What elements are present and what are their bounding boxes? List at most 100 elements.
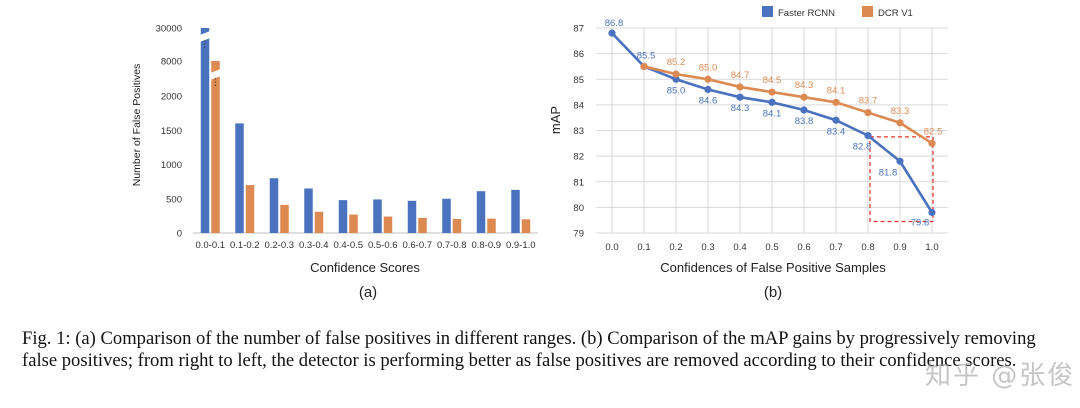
chart-b-xtick-label: 0.9: [893, 242, 906, 253]
chart-a-bar: [476, 191, 486, 233]
chart-b: mAP Confidences of False Positive Sample…: [548, 6, 948, 301]
chart-a-ytick-label: 1000: [161, 160, 182, 171]
chart-a-xtick-label: 0.5-0.6: [368, 240, 398, 251]
chart-b-data-label: 84.3: [795, 80, 814, 91]
chart-b-ytick-label: 86: [573, 49, 584, 60]
chart-a-bar: [349, 214, 358, 233]
chart-b-data-label: 85.2: [667, 57, 686, 68]
chart-b-point: [832, 116, 840, 124]
chart-a-xtick-label: 0.3-0.4: [299, 240, 329, 251]
chart-b-legend-swatch: [762, 6, 773, 17]
chart-a-xtick-label: 0.0-0.1: [195, 240, 225, 251]
chart-b-point: [800, 106, 808, 114]
chart-b-point: [608, 29, 616, 37]
chart-a-xtick-label: 0.4-0.5: [333, 240, 363, 251]
chart-a-bar: [487, 218, 496, 233]
chart-b-legend-label: Faster RCNN: [778, 8, 835, 19]
chart-a-xlabel: Confidence Scores: [310, 260, 420, 275]
chart-b-point: [736, 93, 744, 101]
chart-b-xtick-label: 0.1: [637, 242, 650, 253]
chart-a-ytick-label: 500: [166, 194, 182, 205]
chart-b-data-label: 86.8: [605, 18, 624, 29]
chart-b-xtick-label: 0.2: [669, 242, 682, 253]
chart-a-ytick-label: 2000: [161, 92, 182, 103]
chart-b-xtick-label: 1.0: [925, 242, 938, 253]
chart-b-point: [768, 98, 776, 106]
chart-a-bar: [245, 185, 255, 233]
chart-a-ytick-label: 30000: [156, 24, 182, 35]
chart-b-point: [640, 62, 648, 71]
chart-a-xtick-label: 0.2-0.3: [264, 240, 294, 251]
chart-a-ytick-label: 1500: [161, 126, 182, 137]
chart-b-point: [736, 83, 744, 91]
chart-b-legend-swatch: [862, 6, 873, 17]
chart-b-point: [832, 98, 840, 106]
chart-b-dashed-box: [869, 136, 934, 223]
chart-a-bar: [511, 189, 520, 233]
chart-b-data-label: 84.7: [731, 70, 750, 81]
chart-a-bar: [442, 198, 451, 233]
chart-b-data-label: 81.8: [879, 167, 898, 178]
chart-a-xtick-label: 0.7-0.8: [437, 240, 467, 251]
chart-a-axis-break: [210, 69, 221, 80]
chart-b-legend-label: DCR V1: [878, 8, 913, 19]
chart-a-bar: [235, 123, 244, 233]
chart-a-panel-label: (a): [359, 284, 377, 301]
chart-a-bar: [373, 199, 382, 233]
chart-a-bar: [269, 178, 279, 233]
chart-a-bar: [418, 217, 427, 233]
chart-a-bar: [407, 200, 417, 233]
chart-a-xtick-label: 0.6-0.7: [402, 240, 432, 251]
chart-b-point: [672, 75, 680, 83]
chart-b-point: [800, 93, 808, 101]
chart-b-xtick-label: 0.5: [765, 242, 778, 253]
chart-a-break-dots: ⋮: [200, 39, 210, 50]
chart-b-data-label: 85.0: [699, 62, 718, 73]
chart-a-xtick-label: 0.8-0.9: [471, 240, 501, 251]
chart-a-bar: [521, 219, 531, 233]
chart-b-ytick-label: 79: [573, 229, 584, 240]
chart-a-xtick-label: 0.9-1.0: [506, 240, 536, 251]
chart-b-data-label: 84.1: [827, 85, 846, 96]
chart-a-bar: [314, 211, 324, 233]
chart-b-data-label: 84.6: [699, 96, 718, 107]
chart-b-ytick-label: 83: [573, 126, 584, 137]
chart-b-xtick-label: 0.7: [829, 242, 842, 253]
chart-b-data-label: 84.3: [731, 103, 750, 114]
figure-panels: Number of False Positives Confidence Sco…: [131, 6, 948, 301]
chart-a-bar: [200, 28, 210, 233]
chart-a-ytick-label: 0: [177, 229, 182, 240]
chart-b-ytick-label: 81: [573, 177, 584, 188]
chart-b-data-label: 79.8: [911, 218, 930, 229]
chart-b-point: [896, 157, 904, 165]
chart-b-data-label: 84.1: [763, 108, 782, 119]
chart-b-data-label: 83.8: [795, 116, 814, 127]
chart-b-point: [768, 88, 776, 96]
chart-b-xtick-label: 0.3: [701, 242, 714, 253]
chart-b-ytick-label: 85: [573, 75, 584, 86]
chart-b-data-label: 82.5: [924, 126, 943, 137]
chart-b-point: [928, 208, 936, 217]
chart-b-point: [896, 119, 904, 127]
chart-a-bar: [211, 61, 220, 233]
chart-b-point: [864, 108, 872, 117]
chart-b-xtick-label: 0.4: [733, 242, 746, 253]
chart-a-ytick-label: 8000: [161, 57, 182, 68]
chart-b-xtick-label: 0.0: [605, 242, 618, 253]
chart-b-ytick-label: 80: [573, 203, 584, 214]
chart-a-bar: [452, 218, 462, 233]
figure-caption: Fig. 1: (a) Comparison of the number of …: [22, 328, 1036, 371]
chart-b-point: [704, 75, 712, 83]
chart-b-data-label: 85.5: [637, 50, 656, 61]
chart-a-break-dots: ⋮: [211, 77, 221, 88]
chart-b-ytick-label: 82: [573, 152, 584, 163]
chart-b-point: [928, 139, 936, 147]
chart-b-xtick-label: 0.6: [797, 242, 810, 253]
chart-b-panel-label: (b): [764, 284, 782, 301]
chart-a-axis-break: [199, 31, 211, 42]
chart-a-bar: [304, 188, 313, 233]
chart-a-bar: [280, 204, 289, 233]
chart-a-bar: [338, 200, 348, 233]
chart-b-point: [864, 132, 872, 140]
chart-b-ytick-label: 84: [573, 100, 584, 111]
